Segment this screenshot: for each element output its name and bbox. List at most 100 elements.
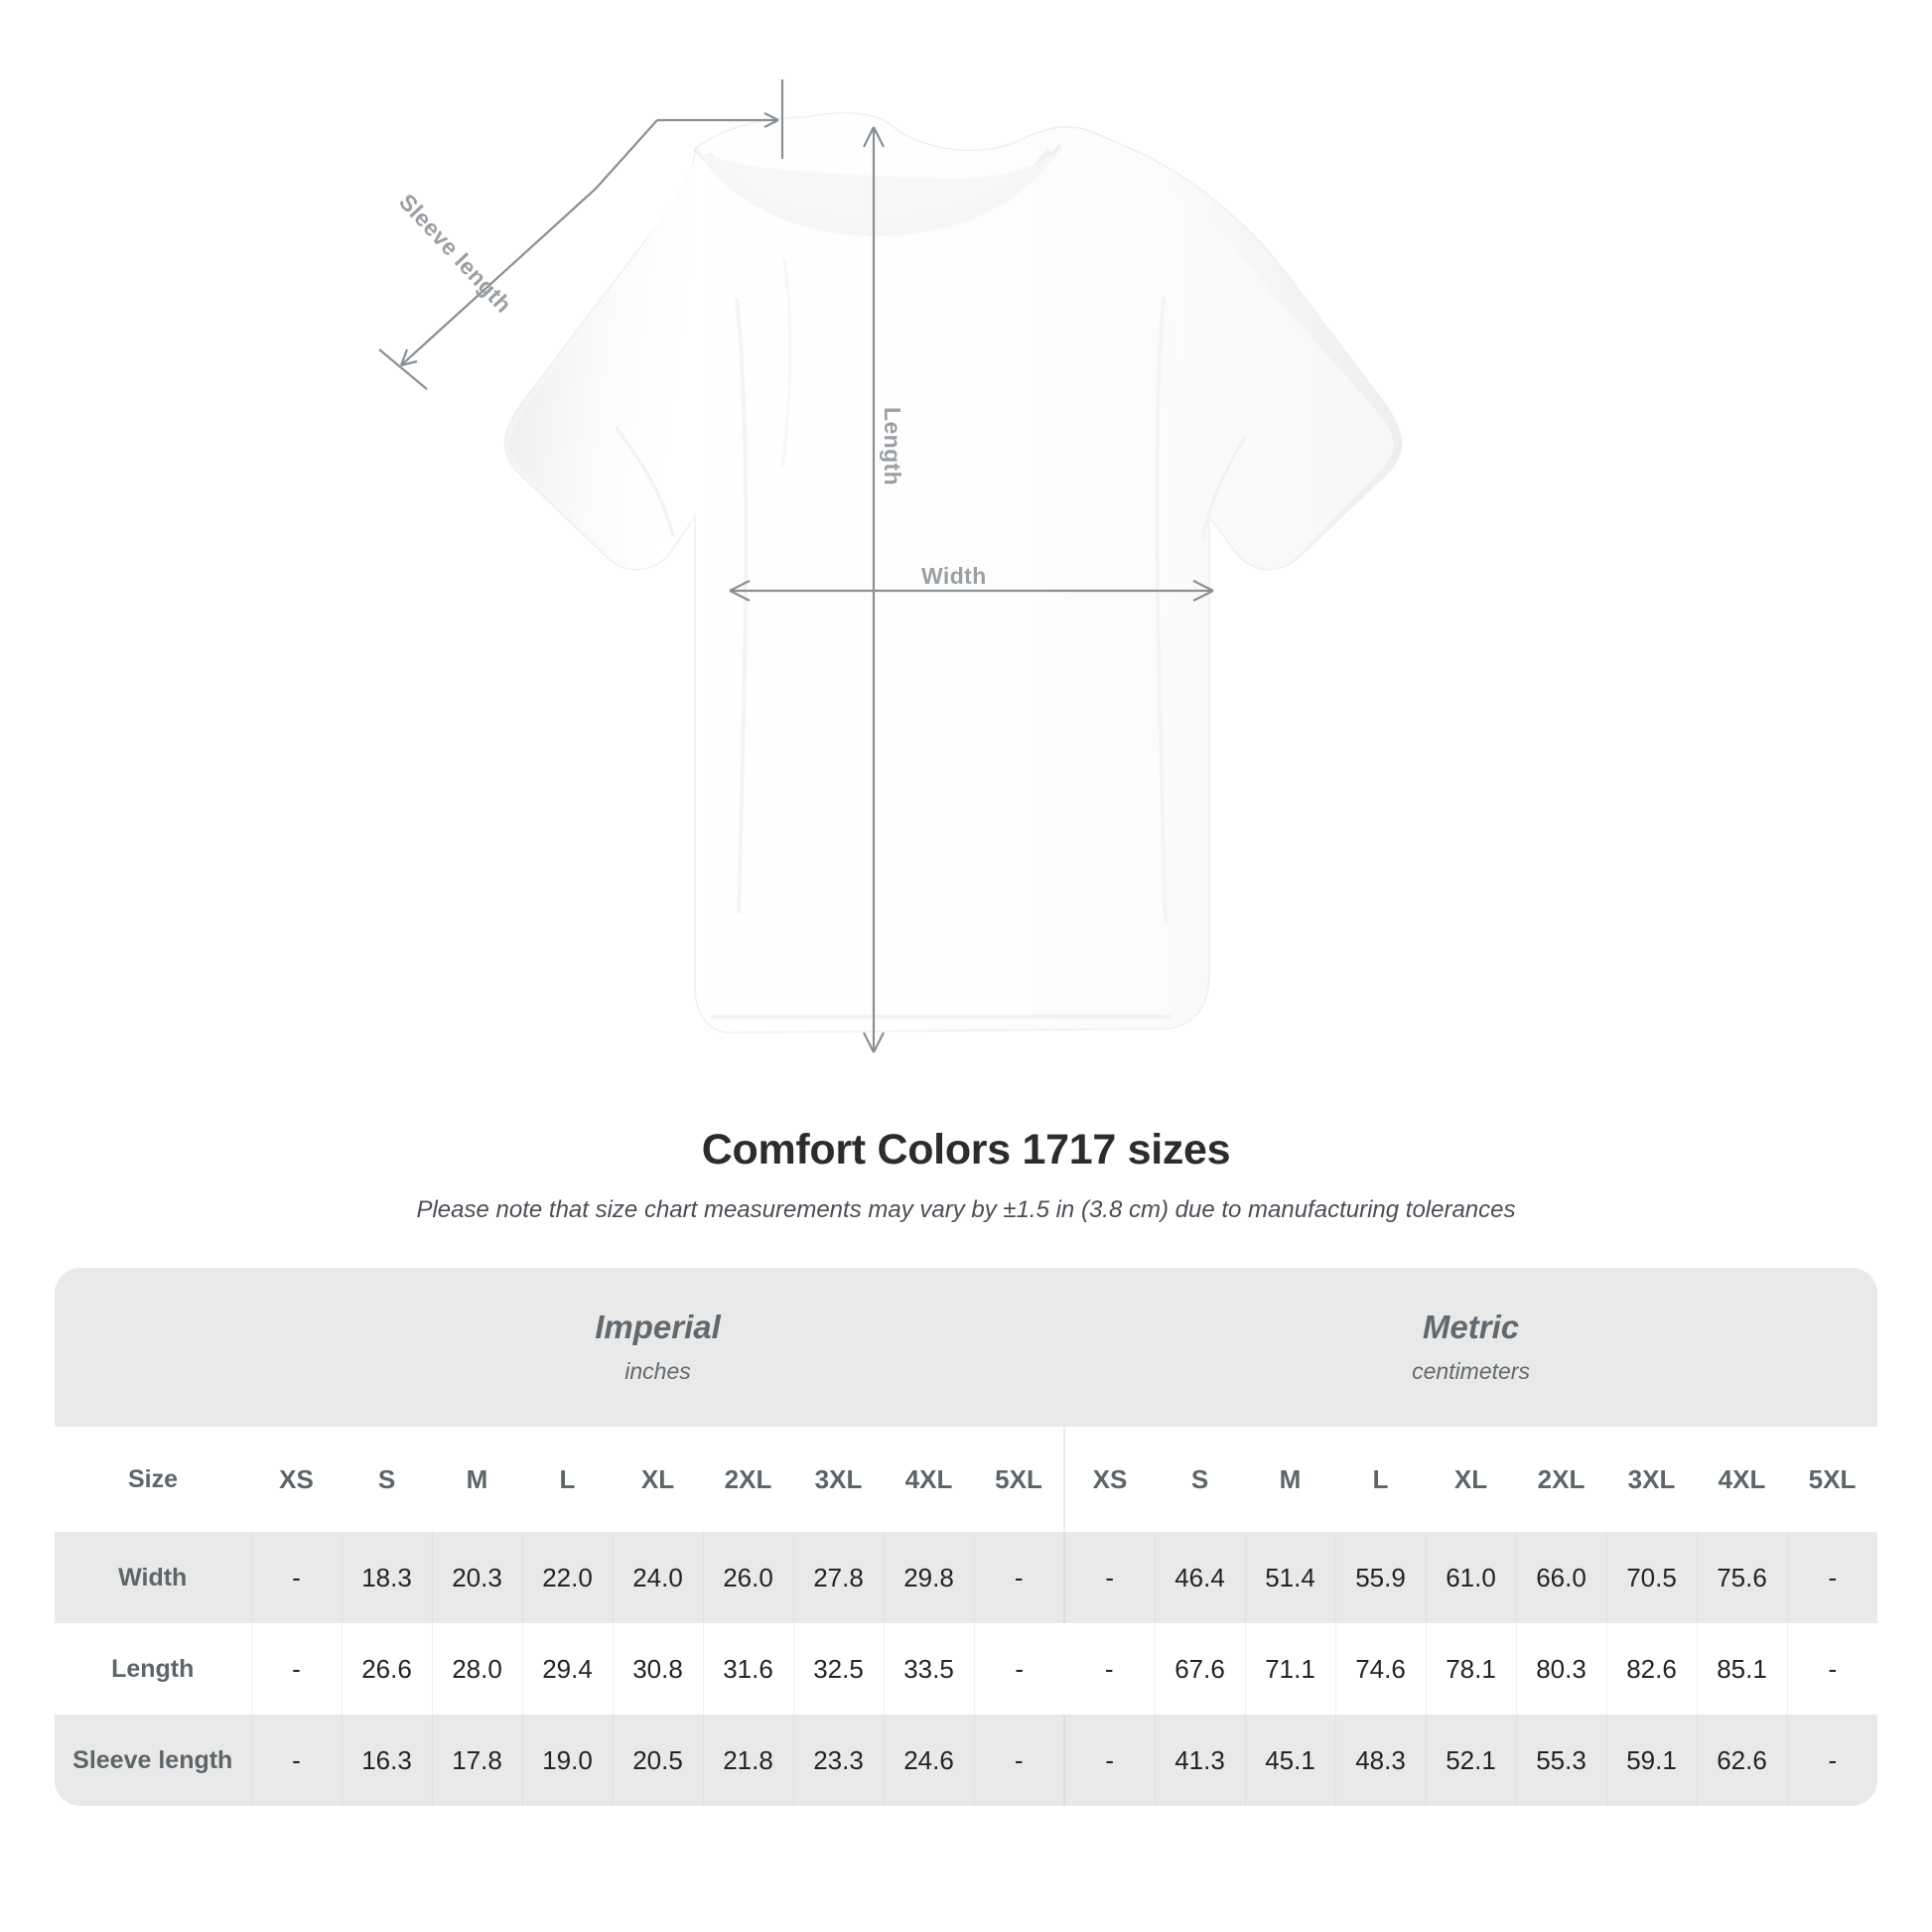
cell-length-metric-m: 71.1 [1244, 1623, 1335, 1715]
cell-width-imperial-xl: 24.0 [612, 1532, 703, 1623]
col-header-metric-5xl: 5XL [1808, 1463, 1857, 1494]
size-header-label: Size [127, 1464, 179, 1493]
col-header-metric-s: S [1190, 1463, 1209, 1494]
width-label: Width [921, 563, 987, 589]
cell-length-metric-3xl: 82.6 [1605, 1623, 1697, 1715]
cell-length-metric-s: 67.6 [1154, 1623, 1245, 1715]
cell-length-imperial-xs: - [250, 1623, 342, 1715]
col-header-imperial-s: S [377, 1463, 396, 1494]
col-header-imperial-4xl: 4XL [904, 1463, 953, 1494]
cell-width-imperial-s: 18.3 [341, 1532, 432, 1623]
cell-sleeve-metric-2xl: 55.3 [1515, 1715, 1606, 1806]
col-header-metric-l: L [1372, 1463, 1389, 1494]
sleeve-length-guide [378, 79, 784, 390]
cell-width-metric-xs: - [1063, 1532, 1155, 1623]
col-header-metric-2xl: 2XL [1537, 1463, 1586, 1494]
cell-width-imperial-m: 20.3 [431, 1532, 522, 1623]
row-label-sleeve-length: Sleeve length [72, 1745, 233, 1774]
col-header-metric-m: M [1279, 1463, 1302, 1494]
table-row: Sleeve length - 16.3 17.8 19.0 20.5 21.8… [55, 1715, 1877, 1806]
col-header-imperial-l: L [559, 1463, 576, 1494]
cell-sleeve-imperial-5xl: - [973, 1715, 1064, 1806]
cell-length-metric-l: 74.6 [1334, 1623, 1426, 1715]
cell-sleeve-imperial-s: 16.3 [341, 1715, 432, 1806]
tshirt-shape [503, 111, 1403, 1034]
metric-title: Metric [1422, 1309, 1520, 1346]
cell-width-metric-4xl: 75.6 [1696, 1532, 1787, 1623]
cell-length-metric-5xl: - [1786, 1623, 1877, 1715]
cell-width-metric-l: 55.9 [1334, 1532, 1426, 1623]
cell-length-imperial-m: 28.0 [431, 1623, 522, 1715]
cell-length-imperial-4xl: 33.5 [883, 1623, 974, 1715]
col-header-imperial-m: M [466, 1463, 488, 1494]
cell-width-metric-s: 46.4 [1154, 1532, 1245, 1623]
metric-subtitle: centimeters [1412, 1357, 1530, 1384]
imperial-subtitle: inches [624, 1357, 691, 1384]
cell-sleeve-imperial-2xl: 21.8 [702, 1715, 793, 1806]
tshirt-illustration [378, 79, 1403, 1053]
cell-width-metric-m: 51.4 [1244, 1532, 1335, 1623]
col-header-imperial-5xl: 5XL [995, 1463, 1042, 1494]
cell-sleeve-metric-5xl: - [1786, 1715, 1877, 1806]
cell-sleeve-metric-3xl: 59.1 [1605, 1715, 1697, 1806]
measurement-guides [378, 79, 1214, 1053]
cell-length-imperial-l: 29.4 [521, 1623, 613, 1715]
cell-sleeve-imperial-3xl: 23.3 [792, 1715, 884, 1806]
size-table: Imperial inches Metric centimeters Size … [55, 1268, 1877, 1806]
col-header-metric-3xl: 3XL [1627, 1463, 1676, 1494]
cell-width-imperial-2xl: 26.0 [702, 1532, 793, 1623]
cell-length-imperial-3xl: 32.5 [792, 1623, 884, 1715]
title-block: Comfort Colors 1717 sizes Please note th… [0, 1126, 1932, 1224]
garment-diagram: Sleeve length Length Width [378, 79, 1403, 1053]
size-header-row: Size XS S M L XL 2XL 3XL 4XL 5XL XS S M … [55, 1427, 1877, 1532]
cell-sleeve-imperial-m: 17.8 [431, 1715, 522, 1806]
cell-sleeve-imperial-4xl: 24.6 [883, 1715, 974, 1806]
cell-sleeve-metric-s: 41.3 [1154, 1715, 1245, 1806]
cell-length-metric-xl: 78.1 [1425, 1623, 1516, 1715]
cell-length-imperial-5xl: - [973, 1623, 1064, 1715]
col-header-imperial-xs: XS [279, 1463, 314, 1494]
unit-header-spacer [55, 1268, 251, 1427]
length-label: Length [880, 407, 905, 486]
cell-sleeve-metric-l: 48.3 [1334, 1715, 1426, 1806]
unit-header-metric: Metric centimeters [1064, 1268, 1877, 1427]
cell-sleeve-imperial-xl: 20.5 [612, 1715, 703, 1806]
cell-width-metric-3xl: 70.5 [1605, 1532, 1697, 1623]
cell-sleeve-metric-m: 45.1 [1244, 1715, 1335, 1806]
table-row: Length - 26.6 28.0 29.4 30.8 31.6 32.5 3… [55, 1623, 1877, 1715]
col-header-metric-xl: XL [1453, 1463, 1488, 1494]
col-header-imperial-xl: XL [640, 1463, 675, 1494]
cell-sleeve-metric-4xl: 62.6 [1696, 1715, 1787, 1806]
col-header-imperial-2xl: 2XL [724, 1463, 772, 1494]
imperial-title: Imperial [595, 1309, 721, 1346]
col-header-metric-4xl: 4XL [1718, 1463, 1766, 1494]
col-header-imperial-3xl: 3XL [814, 1463, 863, 1494]
unit-header-row: Imperial inches Metric centimeters [55, 1268, 1877, 1427]
cell-width-imperial-xs: - [250, 1532, 342, 1623]
cell-width-metric-2xl: 66.0 [1515, 1532, 1606, 1623]
cell-sleeve-imperial-xs: - [250, 1715, 342, 1806]
unit-header-imperial: Imperial inches [251, 1268, 1064, 1427]
row-label-width: Width [118, 1563, 188, 1591]
cell-width-imperial-l: 22.0 [521, 1532, 613, 1623]
cell-sleeve-metric-xs: - [1063, 1715, 1155, 1806]
size-table-container: Imperial inches Metric centimeters Size … [55, 1268, 1877, 1806]
cell-width-imperial-3xl: 27.8 [792, 1532, 884, 1623]
cell-width-imperial-5xl: - [973, 1532, 1064, 1623]
cell-length-metric-xs: - [1104, 1653, 1114, 1684]
tolerance-note: Please note that size chart measurements… [416, 1196, 1516, 1223]
cell-length-imperial-xl: 30.8 [612, 1623, 703, 1715]
cell-width-imperial-4xl: 29.8 [883, 1532, 974, 1623]
cell-length-metric-2xl: 80.3 [1515, 1623, 1606, 1715]
page-title: Comfort Colors 1717 sizes [701, 1126, 1231, 1173]
cell-width-metric-xl: 61.0 [1425, 1532, 1516, 1623]
cell-width-metric-5xl: - [1786, 1532, 1877, 1623]
cell-length-imperial-2xl: 31.6 [702, 1623, 793, 1715]
cell-length-imperial-s: 26.6 [341, 1623, 432, 1715]
row-label-length: Length [111, 1654, 195, 1683]
cell-sleeve-imperial-l: 19.0 [521, 1715, 613, 1806]
cell-sleeve-metric-xl: 52.1 [1425, 1715, 1516, 1806]
width-guide [729, 580, 1214, 602]
col-header-metric-xs: XS [1063, 1427, 1155, 1532]
